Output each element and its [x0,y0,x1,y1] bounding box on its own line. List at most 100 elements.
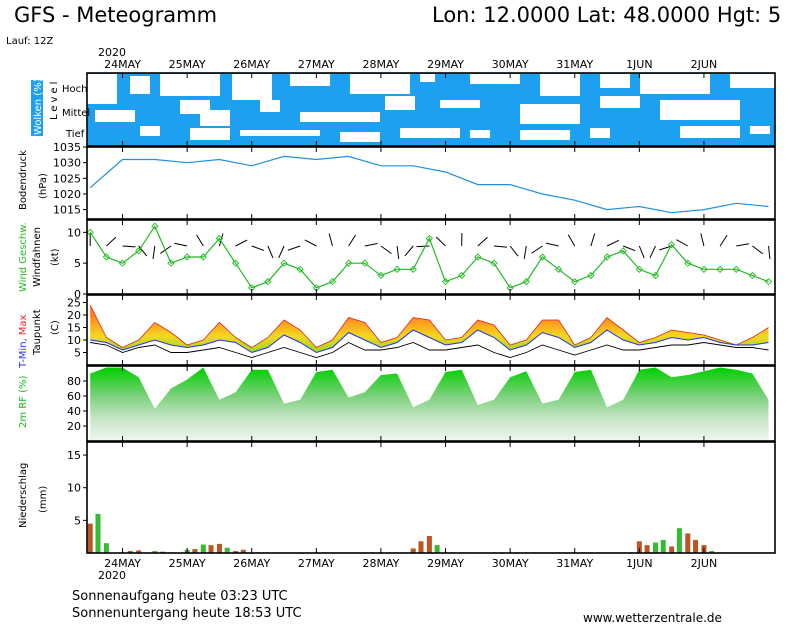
precip-bar [685,533,691,553]
day-label-top: 29MAY [427,58,464,71]
day-label-bottom: 24MAY [104,557,141,570]
y-tick-label: 20 [67,420,81,433]
day-label-bottom: 2JUN [691,557,718,570]
wind-barb [567,234,576,247]
day-label-top: 28MAY [362,58,399,71]
wind-barb [768,245,771,259]
pressure-panel [89,155,769,214]
y-tick-label: 60 [67,390,81,403]
wind-barb [152,245,156,259]
precip-bar [669,546,675,553]
wind-barb [304,239,317,247]
cloud-gap [680,126,740,138]
pressure-ylabel: Bodendruck [18,150,29,210]
wind-speed-marker [409,265,417,273]
cloud-gap [232,74,272,100]
precip-bar [426,536,432,553]
wind-barb [122,245,136,248]
day-label-top: 27MAY [298,58,335,71]
cloud-gap [300,112,380,122]
day-label-bottom: 31MAY [556,557,593,570]
hum-frame [86,365,776,442]
wind-barb [676,239,689,247]
wind-speed-marker [716,265,724,273]
temp-frame [86,294,776,366]
tmin-line [90,329,769,354]
wind-speed-marker [425,234,434,243]
y-tick-label: 15 [67,449,81,462]
precip-bar [87,523,93,553]
wind-barb [606,239,619,247]
wind-barb [174,242,188,247]
cloud-gap [385,96,415,110]
cloud-gap [600,96,640,108]
y-tick-label: 1030 [53,157,81,170]
cloud-gap [420,74,435,82]
wind-flags-ylabel: Windfahnen [32,227,43,287]
day-label-bottom: 1JUN [626,557,653,570]
wind-panel-label: Wind Geschw. Windfahnen (kt) [18,222,61,292]
wind-barb [649,245,656,258]
wind-speed-marker [700,265,708,273]
day-label-top: 30MAY [492,58,529,71]
wind-barb [404,245,414,257]
sunset-text: Sonnenuntergang heute 18:53 UTC [72,606,302,621]
cloud-gap [470,130,490,138]
day-label-top: 31MAY [556,58,593,71]
day-label-bottom: 29MAY [427,557,464,570]
wind-speed-marker [603,253,611,261]
y-tick-label: 1015 [53,204,81,217]
wind-speed-marker [538,253,547,261]
cloud-level-mid: Mittel [62,108,90,119]
cloud-gap [520,104,580,124]
dewpoint-label: Taupunkt [32,309,43,356]
wind-speed-marker [361,259,369,267]
wind-barb [416,245,430,248]
y-tick-label: 80 [67,375,81,388]
year-label-top: 2020 [98,46,126,59]
day-label-bottom: 25MAY [169,557,206,570]
day-label-top: 2JUN [691,58,718,71]
wind-speed-marker [522,278,530,286]
wind-barb [509,245,519,257]
wind-speed-marker [328,278,337,286]
cloud-gap [200,110,230,126]
wind-barb [396,245,400,259]
wind-speed-marker [732,265,740,273]
cloud-gap [540,74,580,96]
wind-speed-marker [199,253,207,261]
precip-bar [709,551,715,553]
day-label-top: 24MAY [104,58,141,71]
cloud-gap [260,100,280,112]
precip-bar [224,547,230,553]
wind-barb [700,233,705,247]
cloud-gap [140,126,160,136]
wind-speed-marker [264,278,272,286]
wind-barb [138,245,148,257]
cloud-level-low: Tief [65,129,85,140]
y-tick-label: 25 [67,297,81,310]
pressure-panel-label: Bodendruck (hPa) [18,150,49,210]
cloud-gap [340,132,380,142]
precip-bar [152,551,158,553]
cloud-gap [87,74,117,104]
precip-bar [95,513,101,553]
y-tick-label: 10 [67,334,81,347]
wind-speed-marker [118,259,127,267]
cloud-gap [190,128,230,140]
y-tick-label: 20 [67,309,81,322]
wind-speed-marker [554,265,563,273]
wind-barb [380,245,392,255]
y-tick-label: 10 [67,482,81,495]
precipitation-panel [87,513,772,553]
wind-speed-marker [490,259,498,267]
y-tick-label: 5 [74,347,81,360]
day-label-top: 1JUN [626,58,653,71]
y-tick-label: 15 [67,322,81,335]
wind-speed-marker [458,271,466,280]
precip-bar [127,551,133,553]
coordinates: Lon: 12.0000 Lat: 48.0000 Hgt: 5 [432,3,781,27]
wind-speed-marker [441,278,450,286]
y-tick-label: 5 [74,514,81,527]
